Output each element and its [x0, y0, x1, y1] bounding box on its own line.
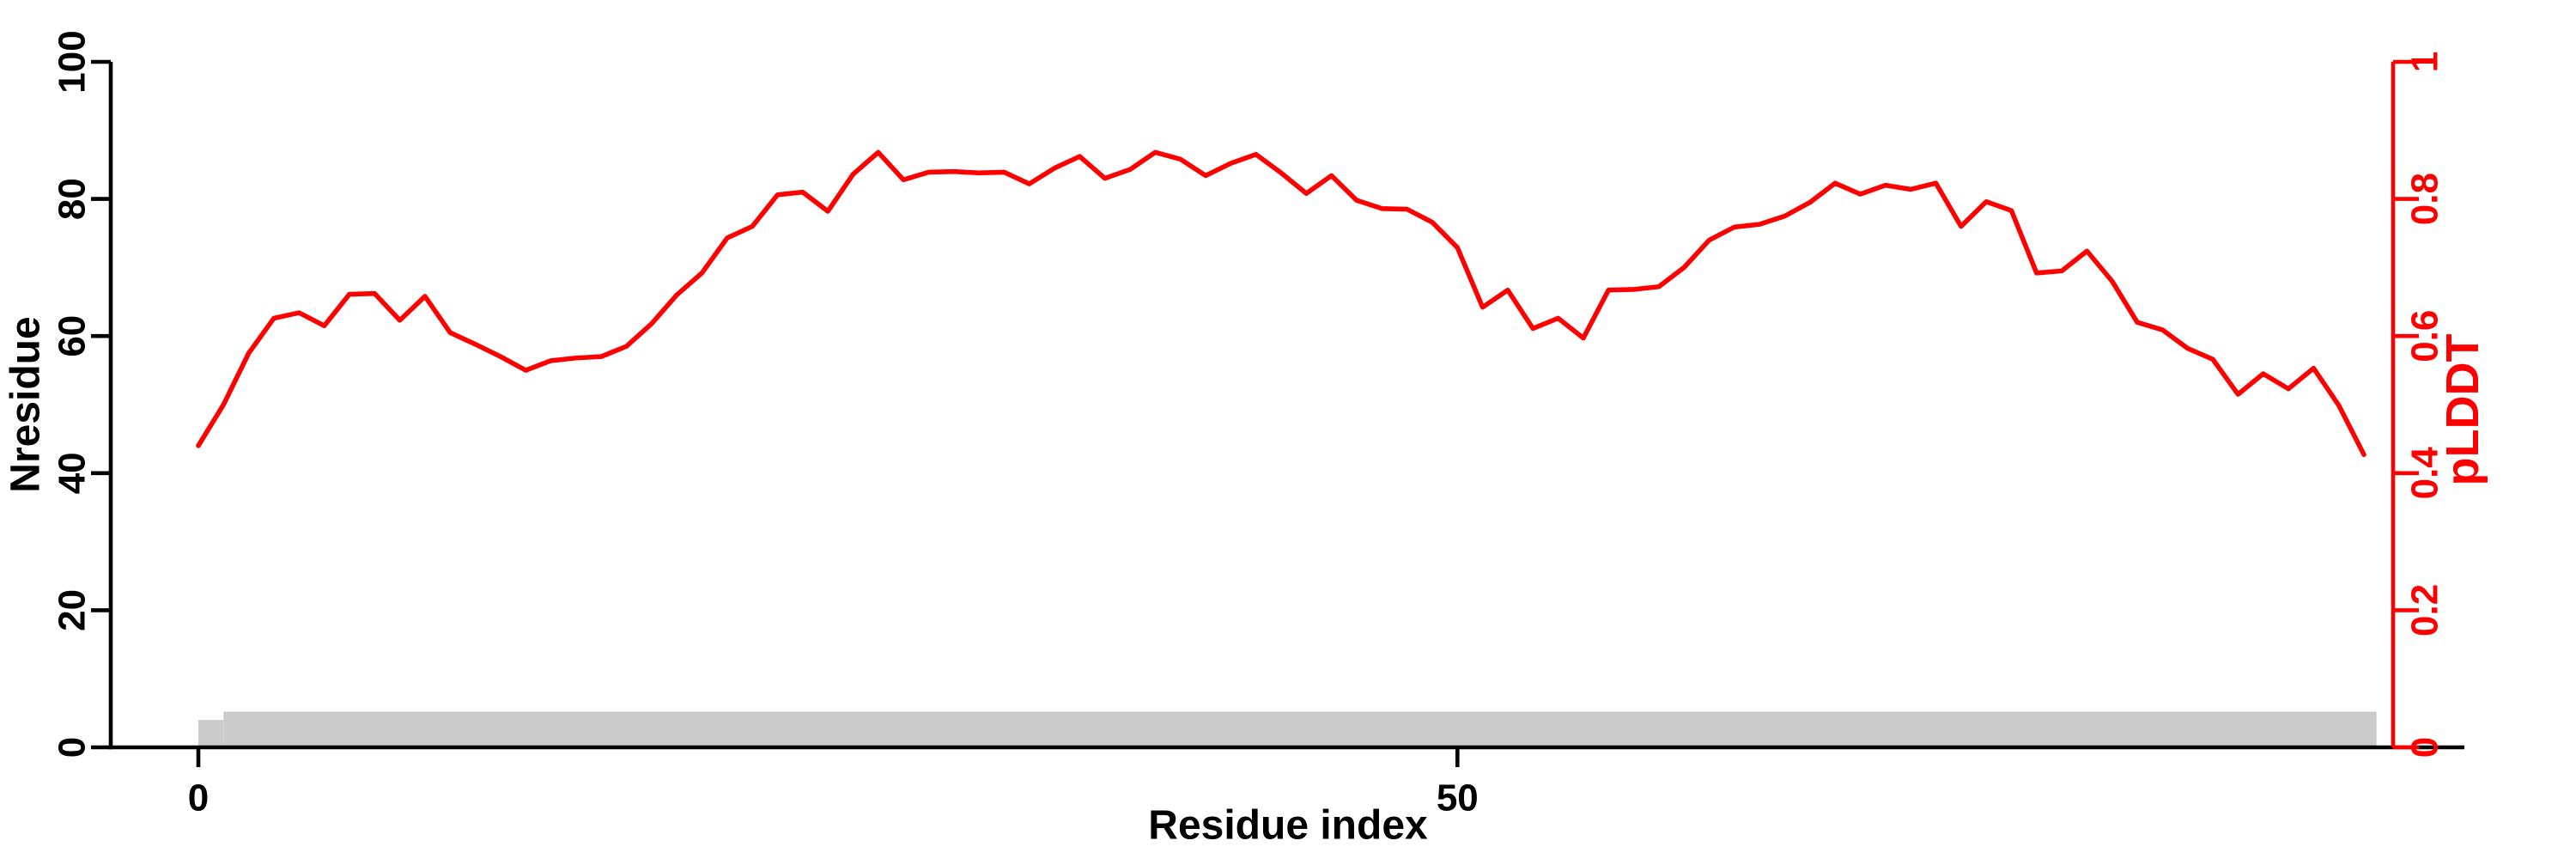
right-axis-title: pLDDT — [2437, 334, 2488, 486]
right-axis-tick-label: 1 — [2404, 52, 2446, 72]
left-axis-tick-label: 0 — [52, 737, 94, 758]
right-axis-tick-label: 0.6 — [2404, 310, 2446, 362]
right-axis-tick-label: 0.4 — [2404, 447, 2446, 500]
right-axis-ticks: 0 0.2 0.4 0.6 0.8 1 — [2393, 52, 2446, 758]
left-axis-tick-label: 100 — [52, 30, 94, 93]
left-axis-tick-label: 80 — [52, 178, 94, 220]
left-axis-tick-label: 20 — [52, 589, 94, 631]
coverage-bar — [198, 720, 224, 747]
left-axis-tick-label: 60 — [52, 315, 94, 357]
gray-coverage-bars — [198, 711, 2377, 747]
coverage-bar — [223, 711, 2377, 747]
right-axis-tick-label: 0.2 — [2404, 584, 2446, 637]
right-axis-tick-label: 0.8 — [2404, 173, 2446, 225]
right-axis-tick-label: 0 — [2404, 737, 2446, 758]
x-axis-ticks: 0 50 — [188, 747, 1479, 819]
left-axis-title: Nresidue — [3, 316, 49, 492]
left-axis-ticks: 0 20 40 60 80 100 — [52, 30, 111, 758]
plddt-curve — [196, 149, 2366, 458]
x-axis-tick-label: 0 — [188, 777, 209, 819]
x-axis-tick-label: 50 — [1437, 777, 1479, 819]
left-axis-tick-label: 40 — [52, 452, 94, 494]
x-axis-title: Residue index — [1148, 803, 1428, 849]
